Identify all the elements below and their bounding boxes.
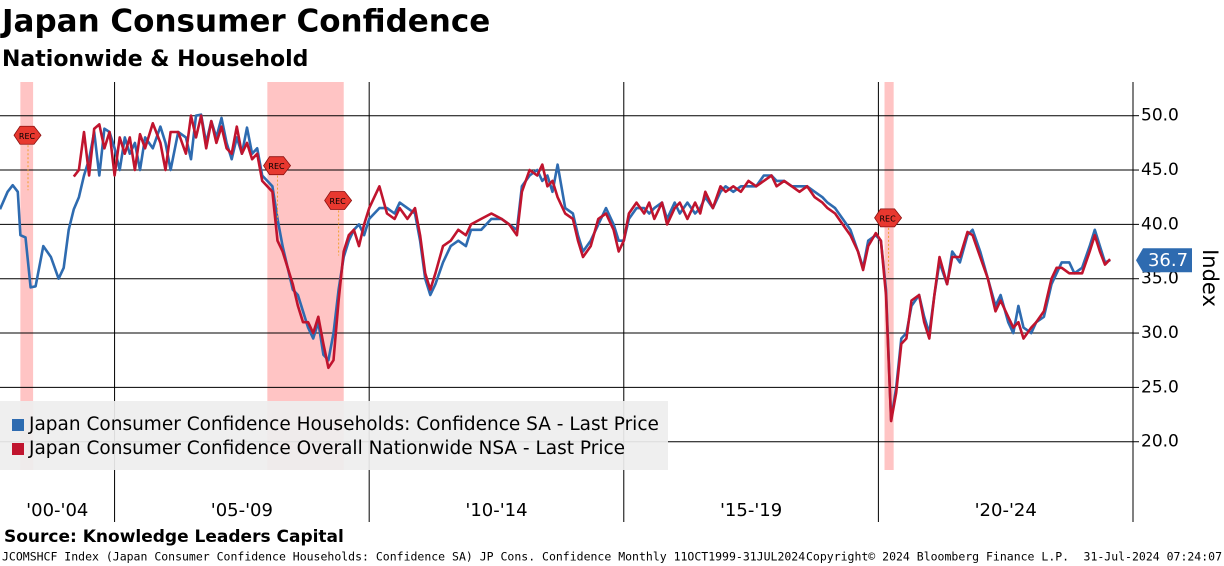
x-period-label: '20-'24 xyxy=(975,500,1037,521)
recession-band xyxy=(884,82,894,470)
x-period-label: '10-'14 xyxy=(465,500,527,521)
source: Source: Knowledge Leaders Capital xyxy=(4,527,344,547)
legend-swatch xyxy=(12,419,24,431)
rec-flag xyxy=(13,125,42,145)
last-price-label: 36.7 xyxy=(1148,250,1188,271)
x-period-label: '05-'09 xyxy=(211,500,273,521)
recession-band xyxy=(20,82,34,470)
rec-flag-label: REC xyxy=(268,162,285,171)
y-tick-label: 20.0 xyxy=(1141,432,1179,452)
y-tick-label: 35.0 xyxy=(1141,269,1179,289)
y-tick-label: 50.0 xyxy=(1141,106,1179,126)
rec-flag xyxy=(874,208,903,228)
x-period-label: '15-'19 xyxy=(720,500,782,521)
chart-subtitle: Nationwide & Household xyxy=(2,47,308,72)
chart-title: Japan Consumer Confidence xyxy=(0,4,490,40)
y-tick-label: 45.0 xyxy=(1141,160,1179,180)
y-tick-label: 40.0 xyxy=(1141,214,1179,234)
series-line xyxy=(72,114,1112,423)
legend-label: Japan Consumer Confidence Overall Nation… xyxy=(28,438,625,459)
y-axis-label: Index xyxy=(1198,249,1222,307)
rec-flag xyxy=(263,156,292,176)
rec-flag-label: REC xyxy=(879,214,896,223)
footer-right: 31-Jul-2024 07:24:07 xyxy=(1084,550,1223,564)
footer-left: JCOMSHCF Index (Japan Consumer Confidenc… xyxy=(2,550,805,564)
y-tick-label: 30.0 xyxy=(1141,323,1179,343)
footer-center: Copyright© 2024 Bloomberg Finance L.P. xyxy=(806,550,1069,564)
x-period-label: '00-'04 xyxy=(26,500,88,521)
rec-flag-label: REC xyxy=(19,132,36,141)
y-tick-label: 25.0 xyxy=(1141,377,1179,397)
legend-label: Japan Consumer Confidence Households: Co… xyxy=(28,414,659,435)
last-price-box xyxy=(1136,248,1192,273)
rec-flag xyxy=(324,191,353,210)
legend-swatch xyxy=(12,443,24,455)
rec-flag-label: REC xyxy=(330,197,347,206)
legend-box xyxy=(0,401,668,470)
